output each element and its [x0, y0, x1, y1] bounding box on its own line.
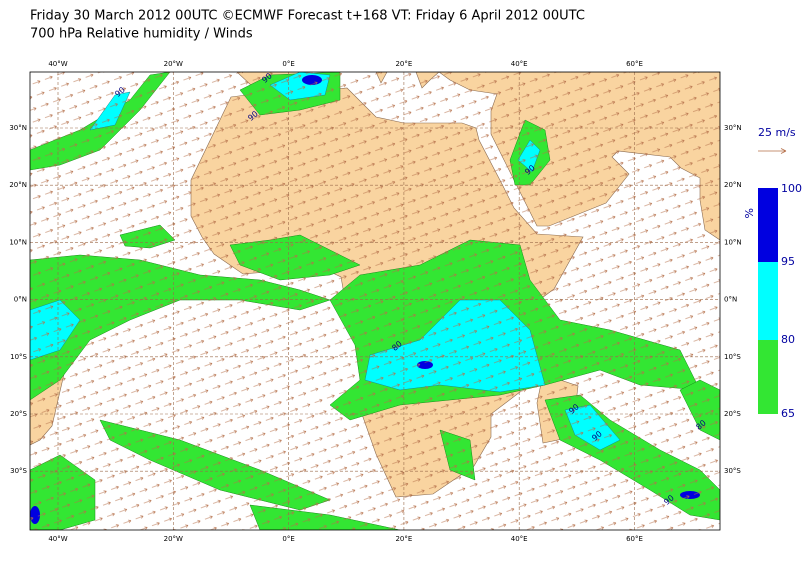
lon-label: 0°E [282, 60, 294, 68]
lon-label: 60°E [626, 60, 643, 68]
lat-label: 30°N [724, 124, 742, 132]
wind-legend-arrow [758, 148, 787, 154]
colorbar-label: 100 [781, 182, 802, 195]
lon-label: 20°W [164, 60, 183, 68]
map-axes: 40°W 40°W 20°W 20°W 0°E 0°E 20°E 20°E 40°E 40°E 60… [9, 60, 741, 543]
lon-label: 40°W [48, 535, 67, 543]
colorbar-unit: % [742, 208, 755, 218]
lat-label: 20°S [10, 410, 27, 418]
wind-legend-label: 25 m/s [758, 126, 796, 139]
colorbar-label: 65 [781, 407, 795, 420]
wind-field [30, 72, 720, 530]
colorbar-segment [758, 188, 778, 262]
lat-label: 0°N [14, 296, 27, 304]
colorbar-label: 80 [781, 333, 795, 346]
lat-label: 20°N [9, 181, 27, 189]
lon-label: 20°E [395, 60, 412, 68]
lon-label: 0°E [282, 535, 294, 543]
lon-label: 40°W [48, 60, 67, 68]
lon-label: 20°E [395, 535, 412, 543]
lon-label: 40°E [511, 535, 528, 543]
lat-label: 30°N [9, 124, 27, 132]
lat-label: 0°N [724, 296, 737, 304]
lat-label: 30°S [724, 467, 741, 475]
lat-label: 20°N [724, 181, 742, 189]
lat-label: 10°N [9, 238, 27, 246]
title: Friday 30 March 2012 00UTC ©ECMWF Foreca… [30, 9, 585, 24]
colorbar-label: 95 [781, 255, 795, 268]
lon-label: 40°E [511, 60, 528, 68]
lat-label: 20°S [724, 410, 741, 418]
subtitle: 700 hPa Relative humidity / Winds [30, 27, 253, 42]
graticule [30, 72, 720, 530]
lon-label: 20°W [164, 535, 183, 543]
lat-label: 10°S [724, 353, 741, 361]
colorbar-segment [758, 262, 778, 340]
lon-label: 60°E [626, 535, 643, 543]
lat-label: 30°S [10, 467, 27, 475]
lat-label: 10°N [724, 238, 742, 246]
lat-label: 10°S [10, 353, 27, 361]
colorbar-labels: 100 95 80 65 [781, 182, 802, 420]
map-frame [29, 71, 721, 531]
colorbar-segment [758, 340, 778, 414]
